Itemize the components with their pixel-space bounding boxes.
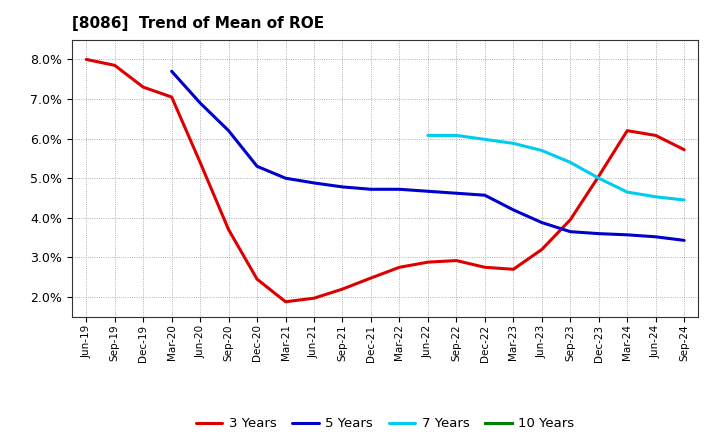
7 Years <box>509 141 518 146</box>
Line: 3 Years: 3 Years <box>86 59 684 302</box>
3 Years <box>196 160 204 165</box>
7 Years <box>452 133 461 138</box>
3 Years <box>139 84 148 90</box>
5 Years <box>253 164 261 169</box>
Legend: 3 Years, 5 Years, 7 Years, 10 Years: 3 Years, 5 Years, 7 Years, 10 Years <box>191 412 580 436</box>
5 Years <box>338 184 347 190</box>
3 Years <box>338 286 347 292</box>
3 Years <box>566 217 575 222</box>
7 Years <box>623 189 631 194</box>
5 Years <box>196 100 204 106</box>
5 Years <box>652 234 660 239</box>
5 Years <box>566 229 575 234</box>
7 Years <box>537 148 546 153</box>
3 Years <box>253 276 261 282</box>
7 Years <box>566 160 575 165</box>
3 Years <box>167 95 176 100</box>
5 Years <box>395 187 404 192</box>
3 Years <box>623 128 631 133</box>
5 Years <box>509 207 518 213</box>
3 Years <box>423 260 432 265</box>
3 Years <box>225 227 233 232</box>
3 Years <box>452 258 461 263</box>
5 Years <box>167 69 176 74</box>
5 Years <box>225 128 233 133</box>
7 Years <box>595 176 603 181</box>
7 Years <box>680 197 688 202</box>
5 Years <box>282 176 290 181</box>
3 Years <box>480 264 489 270</box>
Line: 5 Years: 5 Years <box>171 71 684 240</box>
5 Years <box>310 180 318 186</box>
5 Years <box>595 231 603 236</box>
3 Years <box>366 275 375 281</box>
Text: [8086]  Trend of Mean of ROE: [8086] Trend of Mean of ROE <box>72 16 324 32</box>
3 Years <box>310 296 318 301</box>
5 Years <box>680 238 688 243</box>
5 Years <box>537 220 546 225</box>
5 Years <box>480 193 489 198</box>
7 Years <box>480 137 489 142</box>
Line: 7 Years: 7 Years <box>428 136 684 200</box>
3 Years <box>509 267 518 272</box>
3 Years <box>82 57 91 62</box>
5 Years <box>423 189 432 194</box>
3 Years <box>395 264 404 270</box>
3 Years <box>282 299 290 304</box>
5 Years <box>366 187 375 192</box>
7 Years <box>652 194 660 199</box>
3 Years <box>680 147 688 152</box>
3 Years <box>537 247 546 252</box>
3 Years <box>652 133 660 138</box>
3 Years <box>110 62 119 68</box>
5 Years <box>623 232 631 238</box>
3 Years <box>595 173 603 179</box>
5 Years <box>452 191 461 196</box>
7 Years <box>423 133 432 138</box>
